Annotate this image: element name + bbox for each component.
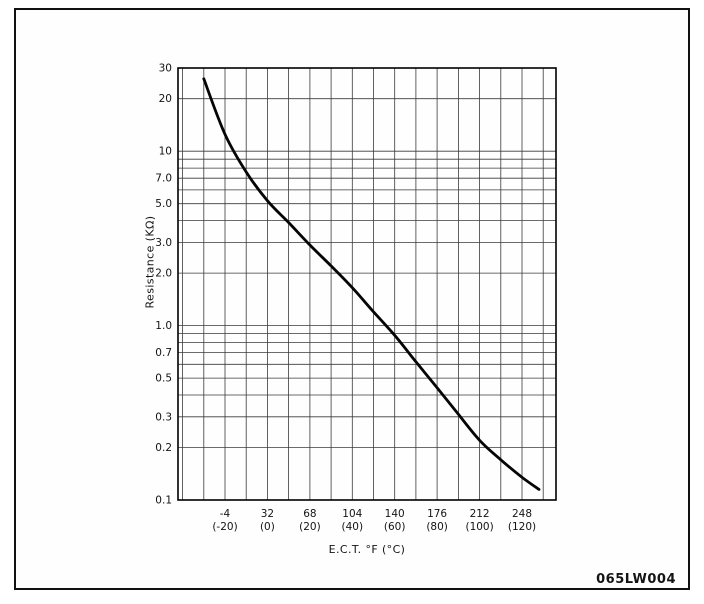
y-axis-title: Resistance (KΩ) bbox=[143, 215, 157, 309]
x-tick-label-fahrenheit: 104 bbox=[342, 508, 362, 520]
figure-code: 065LW004 bbox=[596, 572, 676, 587]
x-tick-label-fahrenheit: 68 bbox=[303, 508, 316, 520]
x-tick-label-fahrenheit: 176 bbox=[427, 508, 447, 520]
y-tick-label: 1.0 bbox=[155, 320, 172, 332]
x-tick-label-celsius: (-20) bbox=[212, 521, 237, 533]
y-tick-label: 7.0 bbox=[155, 173, 172, 185]
y-tick-labels: 30 20 10 7.0 5.0 3.0 2.0 1.0 0.7 0.5 0.3 0.2 0.1 bbox=[155, 63, 172, 507]
x-axis-title: E.C.T. °F (°C) bbox=[328, 543, 406, 556]
x-tick-label-fahrenheit: 140 bbox=[385, 508, 405, 520]
y-tick-label: 0.2 bbox=[155, 442, 172, 454]
x-tick-label-celsius: (80) bbox=[426, 521, 448, 533]
y-tick-label: 10 bbox=[159, 146, 172, 158]
x-tick-label-fahrenheit: 32 bbox=[261, 508, 274, 520]
y-tick-label: 0.3 bbox=[155, 411, 172, 423]
y-tick-label: 0.7 bbox=[155, 347, 172, 359]
grid-lines bbox=[178, 67, 556, 501]
y-tick-label: 0.5 bbox=[155, 373, 172, 385]
x-tick-label-fahrenheit: 248 bbox=[512, 508, 532, 520]
x-tick-labels: -4(-20) 32(0) 68(20) 104(40) 140(60) 176(80) 2… bbox=[212, 508, 536, 533]
x-tick-label-celsius: (40) bbox=[342, 521, 364, 533]
y-tick-label: 2.0 bbox=[155, 268, 172, 280]
x-tick-label-celsius: (0) bbox=[260, 521, 275, 533]
y-tick-label: 30 bbox=[159, 63, 172, 75]
plot-border bbox=[177, 67, 557, 501]
y-tick-label: 3.0 bbox=[155, 237, 172, 249]
x-tick-label-celsius: (60) bbox=[384, 521, 406, 533]
x-tick-label-fahrenheit: 212 bbox=[470, 508, 490, 520]
y-tick-label: 20 bbox=[159, 93, 172, 105]
x-tick-label-celsius: (100) bbox=[465, 521, 493, 533]
resistance-curve bbox=[202, 77, 541, 491]
x-tick-label-celsius: (120) bbox=[508, 521, 536, 533]
y-tick-label: 5.0 bbox=[155, 198, 172, 210]
y-tick-label: 0.1 bbox=[155, 495, 172, 507]
x-tick-label-celsius: (20) bbox=[299, 521, 321, 533]
x-tick-label-fahrenheit: -4 bbox=[220, 508, 231, 520]
